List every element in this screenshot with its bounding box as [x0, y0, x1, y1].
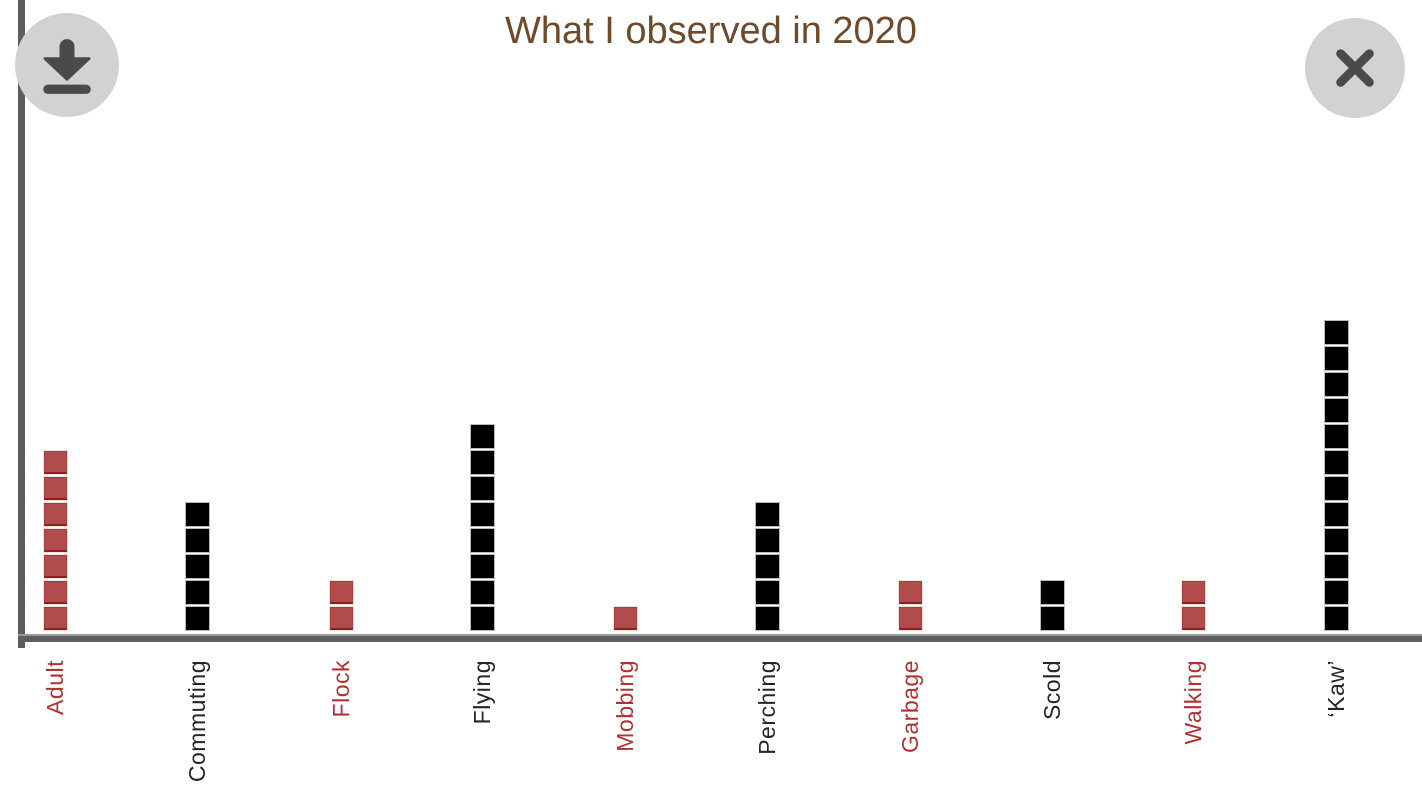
category-label: Flying [469, 660, 495, 725]
unit-square [1181, 580, 1206, 605]
unit-square [1040, 606, 1065, 631]
unit-square [470, 606, 495, 631]
unit-square [613, 606, 638, 631]
unit-square [1324, 398, 1349, 423]
unit-square [185, 580, 210, 605]
unit-square [43, 606, 68, 631]
bar-column-2 [185, 502, 210, 631]
bar-column-3 [329, 580, 354, 631]
bar-column-5 [613, 606, 638, 631]
close-button[interactable] [1305, 18, 1405, 118]
unit-square [43, 580, 68, 605]
unit-square [470, 554, 495, 579]
category-label: Perching [754, 660, 780, 755]
unit-square [1324, 606, 1349, 631]
x-axis-line [18, 634, 1422, 642]
unit-square [185, 528, 210, 553]
bar-column-6 [755, 502, 780, 631]
unit-square [43, 554, 68, 579]
unit-square [43, 528, 68, 553]
unit-square [755, 606, 780, 631]
bar-column-9 [1181, 580, 1206, 631]
unit-square [470, 476, 495, 501]
unit-square [470, 528, 495, 553]
bar-column-10 [1324, 320, 1349, 631]
close-icon [1336, 49, 1374, 87]
bar-column-4 [470, 424, 495, 631]
category-label: Commuting [184, 660, 210, 783]
unit-square [898, 580, 923, 605]
unit-square [755, 554, 780, 579]
unit-square [470, 580, 495, 605]
category-label: ‘Kaw’ [1323, 660, 1349, 718]
category-label: Mobbing [612, 660, 638, 752]
unit-square [470, 450, 495, 475]
category-label: Flock [328, 660, 354, 718]
unit-square [329, 580, 354, 605]
unit-square [185, 502, 210, 527]
unit-square [1040, 580, 1065, 605]
y-axis-line [18, 0, 25, 648]
unit-square [43, 502, 68, 527]
unit-square [1324, 554, 1349, 579]
chart-title: What I observed in 2020 [505, 10, 917, 52]
unit-square [898, 606, 923, 631]
category-label: Walking [1180, 660, 1206, 745]
unit-square [1324, 320, 1349, 345]
unit-square [470, 424, 495, 449]
unit-square [1324, 424, 1349, 449]
download-icon [43, 39, 91, 94]
unit-square [755, 528, 780, 553]
unit-square [1324, 528, 1349, 553]
unit-square [470, 502, 495, 527]
category-label: Garbage [897, 660, 923, 754]
download-button[interactable] [15, 13, 119, 117]
unit-square [755, 502, 780, 527]
unit-square [1324, 580, 1349, 605]
bar-column-8 [1040, 580, 1065, 631]
unit-square [1324, 502, 1349, 527]
unit-square [43, 476, 68, 501]
unit-square [43, 450, 68, 475]
unit-square [1324, 372, 1349, 397]
bar-column-1 [43, 450, 68, 631]
unit-square [1324, 450, 1349, 475]
unit-square [1324, 346, 1349, 371]
unit-square [1181, 606, 1206, 631]
unit-square [185, 554, 210, 579]
category-label: Adult [42, 660, 68, 715]
unit-square [1324, 476, 1349, 501]
bar-column-7 [898, 580, 923, 631]
unit-square [329, 606, 354, 631]
unit-square [185, 606, 210, 631]
unit-square [755, 580, 780, 605]
category-label: Scold [1039, 660, 1065, 721]
